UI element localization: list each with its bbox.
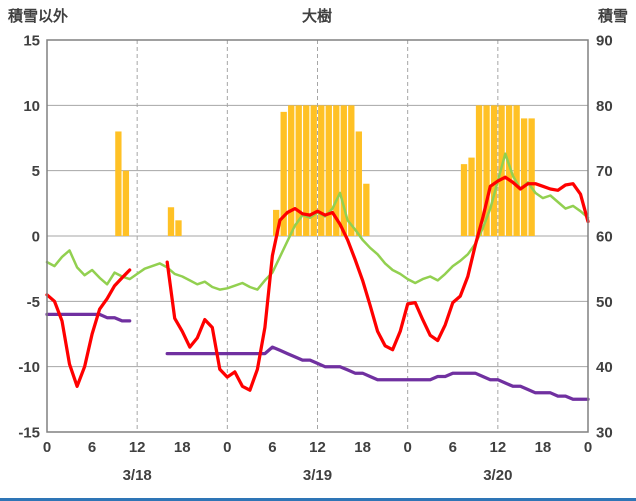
bar-series-bar — [122, 170, 130, 236]
bar-series-bar — [295, 105, 302, 236]
y-left-tick-label: 5 — [32, 163, 40, 180]
bar-series-bar — [273, 209, 280, 236]
x-tick-label: 6 — [268, 439, 276, 456]
y-right-tick-label: 80 — [596, 98, 613, 115]
red-line — [45, 268, 132, 388]
bar-series-bar — [490, 105, 498, 236]
y-left-tick-label: 10 — [23, 98, 40, 115]
day-label: 3/20 — [483, 467, 512, 484]
bar-series-bar — [333, 105, 340, 236]
bar-series-bar — [340, 105, 347, 236]
bar-series-bar — [288, 105, 295, 236]
bar-series-bar — [310, 105, 317, 236]
x-tick-label: 0 — [403, 439, 411, 456]
x-tick-label: 6 — [88, 439, 96, 456]
x-tick-label: 0 — [223, 439, 231, 456]
bottom-border-line — [0, 498, 636, 501]
x-tick-label: 18 — [174, 439, 191, 456]
left-axis-title: 積雪以外 — [8, 8, 69, 25]
y-right-tick-label: 70 — [596, 163, 613, 180]
bar-series-bar — [363, 183, 370, 236]
x-tick-label: 0 — [43, 439, 51, 456]
y-right-tick-label: 40 — [596, 359, 613, 376]
x-tick-label: 12 — [489, 439, 506, 456]
y-right-tick-label: 90 — [596, 33, 613, 50]
x-tick-label: 18 — [354, 439, 371, 456]
bar-series-bar — [483, 105, 490, 236]
bar-series-bar — [468, 157, 475, 236]
bar-series-bar — [520, 118, 528, 236]
y-left-tick-label: -15 — [18, 425, 40, 442]
bar-series-bar — [303, 105, 310, 236]
y-left-tick-label: 0 — [32, 229, 40, 246]
x-tick-label: 12 — [309, 439, 326, 456]
red-line — [165, 175, 590, 392]
plot-border — [46, 39, 589, 433]
bar-series-bar — [348, 105, 355, 236]
x-tick-label: 0 — [584, 439, 592, 456]
day-label: 3/18 — [123, 467, 152, 484]
y-left-tick-label: 15 — [23, 33, 40, 50]
bar-series-bar — [115, 131, 122, 236]
bar-series-bar — [325, 105, 332, 236]
bar-series-bar — [355, 131, 362, 236]
bar-series-bar — [475, 105, 483, 236]
chart-title: 大樹 — [301, 8, 332, 25]
bar-series-bar — [280, 111, 287, 236]
x-tick-label: 18 — [535, 439, 552, 456]
bar-series-bar — [513, 105, 520, 236]
y-left-tick-label: -10 — [18, 359, 40, 376]
day-label: 3/19 — [303, 467, 332, 484]
bar-series-bar — [318, 105, 325, 236]
bar-series-bar — [175, 220, 182, 236]
purple-line — [165, 345, 590, 401]
right-axis-title: 積雪 — [597, 8, 628, 25]
x-tick-label: 12 — [129, 439, 146, 456]
y-right-tick-label: 60 — [596, 229, 613, 246]
y-right-tick-label: 30 — [596, 425, 613, 442]
y-right-tick-label: 50 — [596, 294, 613, 311]
bar-series-bar — [460, 164, 468, 236]
bar-series-bar — [167, 207, 175, 236]
bar-series-bar — [505, 105, 513, 236]
y-left-tick-label: -5 — [27, 294, 40, 311]
x-tick-label: 6 — [449, 439, 457, 456]
bar-series-bar — [528, 118, 535, 236]
